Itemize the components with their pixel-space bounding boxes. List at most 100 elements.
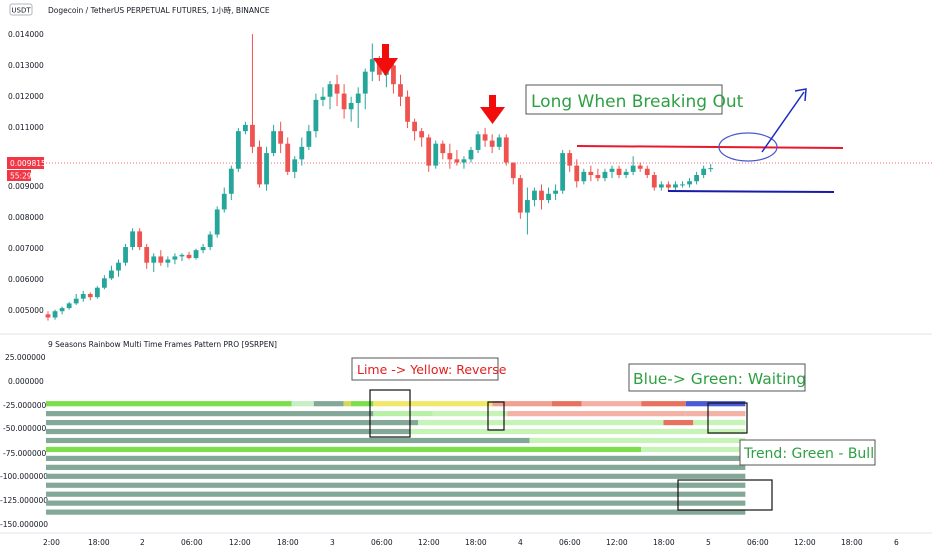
ribbon-segment [46, 411, 374, 417]
ribbon-segment [46, 401, 292, 407]
waiting-highlight-box[interactable] [707, 402, 748, 434]
trend-highlight-box[interactable] [677, 479, 773, 511]
ribbon-segment [351, 401, 374, 407]
candle-body [313, 99, 319, 132]
candle-body [144, 247, 150, 263]
indicator-axis: 25.000000 0.000000 -25.000000 -50.000000… [0, 353, 48, 529]
candle [179, 253, 185, 262]
candlestick-series [45, 34, 714, 321]
candle-body [341, 93, 347, 110]
candle [87, 292, 93, 301]
candle [80, 290, 86, 302]
price-tick-label: 0.008000 [8, 213, 44, 222]
ribbon-segment [291, 401, 314, 407]
trend-annotation[interactable]: Trend: Green - Bull [739, 439, 876, 466]
time-tick-label: 5 [706, 538, 711, 547]
price-tick-label: 0.014000 [8, 30, 44, 39]
candle [306, 124, 312, 150]
candle [602, 168, 608, 182]
candle [461, 156, 467, 169]
ribbon-segment [663, 419, 694, 426]
ribbon-segment [418, 419, 664, 426]
breakout-arrow[interactable] [761, 88, 807, 153]
candle [243, 121, 248, 135]
candle [391, 59, 396, 94]
candle [116, 259, 121, 277]
candle [193, 248, 199, 260]
candle-body [45, 314, 51, 318]
candle [200, 243, 206, 254]
candle-body [666, 184, 671, 188]
ribbon-segment [693, 419, 746, 426]
ribbon-segment [46, 464, 746, 470]
price-tick-label: 0.005000 [8, 306, 44, 315]
ribbon-segment [529, 437, 746, 444]
candle-body [510, 162, 516, 179]
ribbon-segment [685, 401, 746, 407]
candle [271, 124, 276, 157]
candle-body [461, 159, 467, 163]
time-tick-label: 3 [330, 538, 335, 547]
candle-body [595, 175, 601, 179]
candle-body [348, 102, 354, 110]
candle-body [539, 190, 544, 201]
support-line[interactable] [667, 190, 835, 193]
long-annotation[interactable]: Long When Breaking Out [525, 84, 744, 115]
currency-badge[interactable]: USDT [9, 3, 33, 16]
candle [158, 250, 164, 266]
candle [454, 149, 460, 166]
candle [130, 228, 135, 251]
time-tick-label: 6 [894, 538, 899, 547]
time-tick-label: 18:00 [653, 538, 675, 547]
candle-body [623, 171, 629, 175]
candle [553, 184, 558, 201]
candle [658, 181, 664, 191]
time-tick-label: 18:00 [841, 538, 863, 547]
candle [102, 275, 107, 290]
candle [151, 253, 157, 273]
candle-body [673, 184, 678, 188]
indicator-tick-label: -50.000000 [3, 424, 46, 433]
time-tick-label: 12:00 [606, 538, 628, 547]
candle-body [609, 168, 615, 172]
indicator-title: 9 Seasons Rainbow Multi Time Frames Patt… [48, 340, 277, 349]
candle [264, 146, 269, 191]
candle [52, 309, 58, 320]
candle [616, 165, 622, 179]
candle-body [560, 153, 566, 191]
candle-body [299, 146, 305, 160]
bar-countdown: 55:29 [10, 172, 32, 181]
candle-body [327, 84, 333, 97]
candle [348, 96, 354, 122]
candle-body [637, 165, 643, 169]
breakout-ellipse[interactable] [718, 132, 778, 162]
candle-body [59, 308, 65, 312]
candle-body [102, 278, 107, 288]
price-tick-label: 0.006000 [8, 275, 44, 284]
indicator-tick-label: -100.000000 [0, 472, 48, 481]
reverse-highlight-box[interactable] [487, 401, 505, 431]
candle-body [151, 256, 157, 263]
candle [320, 87, 326, 107]
candle [447, 143, 453, 169]
candle-body [172, 256, 178, 260]
candle-body [123, 247, 128, 263]
candle-body [680, 184, 685, 186]
resistance-line[interactable] [576, 145, 844, 149]
candle [581, 168, 587, 185]
candle-body [616, 168, 622, 175]
reverse-annotation[interactable]: Lime -> Yellow: Reverse [351, 357, 507, 381]
candle-body [644, 168, 650, 175]
candle [630, 156, 636, 175]
candle [228, 165, 234, 201]
price-tick-label: 0.012000 [8, 92, 44, 101]
candle [644, 165, 650, 179]
candle [334, 74, 340, 107]
waiting-annotation[interactable]: Blue-> Green: Waiting [628, 363, 806, 392]
candle [651, 171, 657, 191]
candle-body [658, 184, 664, 188]
ribbon-segment [46, 509, 746, 515]
reverse-highlight-box[interactable] [369, 389, 411, 438]
candle-body [651, 175, 657, 188]
